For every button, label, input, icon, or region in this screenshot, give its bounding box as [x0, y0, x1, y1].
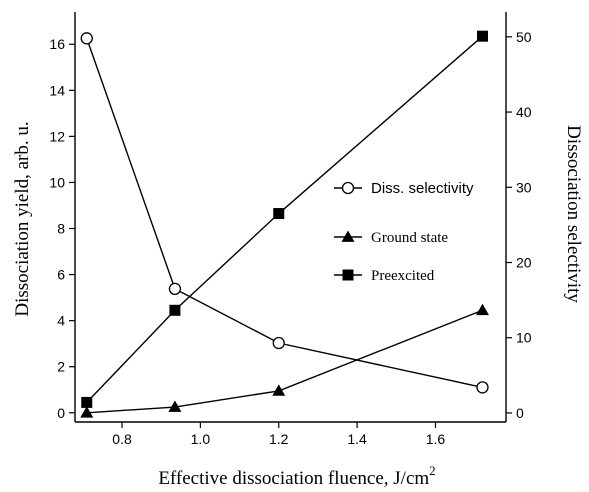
legend-label: Diss. selectivity	[371, 180, 474, 197]
y-tick-label: 6	[57, 267, 65, 283]
y-tick-label: 10	[49, 174, 65, 190]
legend-marker	[341, 181, 355, 195]
series-ground-state	[80, 303, 489, 418]
y2-axis-title: Dissociation selectivity	[563, 125, 584, 303]
data-point	[475, 303, 489, 316]
data-point	[272, 336, 285, 350]
series-line	[86, 35, 483, 403]
data-point	[80, 406, 94, 418]
legend-label: Preexcited	[371, 268, 435, 284]
y-tick-label: 14	[49, 82, 65, 98]
legend-item-ground-state: Ground state	[334, 230, 448, 246]
legend: Diss. selectivity Ground state Preexcited	[334, 180, 474, 284]
series-preexcited	[81, 30, 488, 408]
y-tick-label: 16	[49, 36, 65, 52]
data-point	[273, 208, 285, 220]
data-point	[476, 381, 489, 394]
legend-marker	[342, 269, 354, 281]
data-point	[168, 282, 182, 295]
y2-tick-label: 40	[516, 104, 532, 120]
x-tick-label: 1.2	[269, 431, 289, 447]
legend-marker	[341, 230, 355, 242]
data-point	[81, 396, 93, 408]
data-point	[476, 30, 488, 42]
data-point	[80, 32, 93, 45]
y2-tick-label: 10	[516, 330, 532, 346]
y-tick-label: 2	[57, 359, 65, 375]
y-tick-label: 0	[57, 405, 65, 421]
series-line	[86, 38, 483, 389]
x-tick-label: 0.8	[112, 431, 132, 447]
series-line	[86, 309, 483, 414]
y2-tick-label: 50	[516, 29, 532, 45]
x-tick-label: 1.4	[347, 431, 367, 447]
axes: 0.8 1.0 1.2 1.4 1.6 0 2 4 6 8 10 12 14 16 0 10 20 30 40 50	[49, 12, 532, 447]
y2-tick-label: 30	[516, 179, 532, 195]
series-layer	[80, 30, 489, 418]
data-point	[272, 384, 286, 396]
y2-tick-label: 0	[516, 405, 524, 421]
y2-tick-label: 20	[516, 255, 532, 271]
y-tick-label: 4	[57, 313, 65, 329]
y-tick-label: 8	[57, 221, 65, 237]
x-axis-title: Effective dissociation fluence, J/cm2	[158, 463, 435, 489]
y-tick-label: 12	[49, 128, 65, 144]
x-tick-label: 1.0	[191, 431, 211, 447]
legend-label: Ground state	[371, 230, 448, 246]
legend-item-diss-selectivity: Diss. selectivity	[334, 180, 474, 197]
legend-item-preexcited: Preexcited	[334, 268, 435, 284]
x-tick-label: 1.6	[426, 431, 446, 447]
series-diss-selectivity	[80, 32, 489, 394]
data-point	[168, 400, 182, 412]
y-axis-title: Dissociation yield, arb. u.	[12, 121, 33, 316]
data-point	[169, 304, 181, 316]
